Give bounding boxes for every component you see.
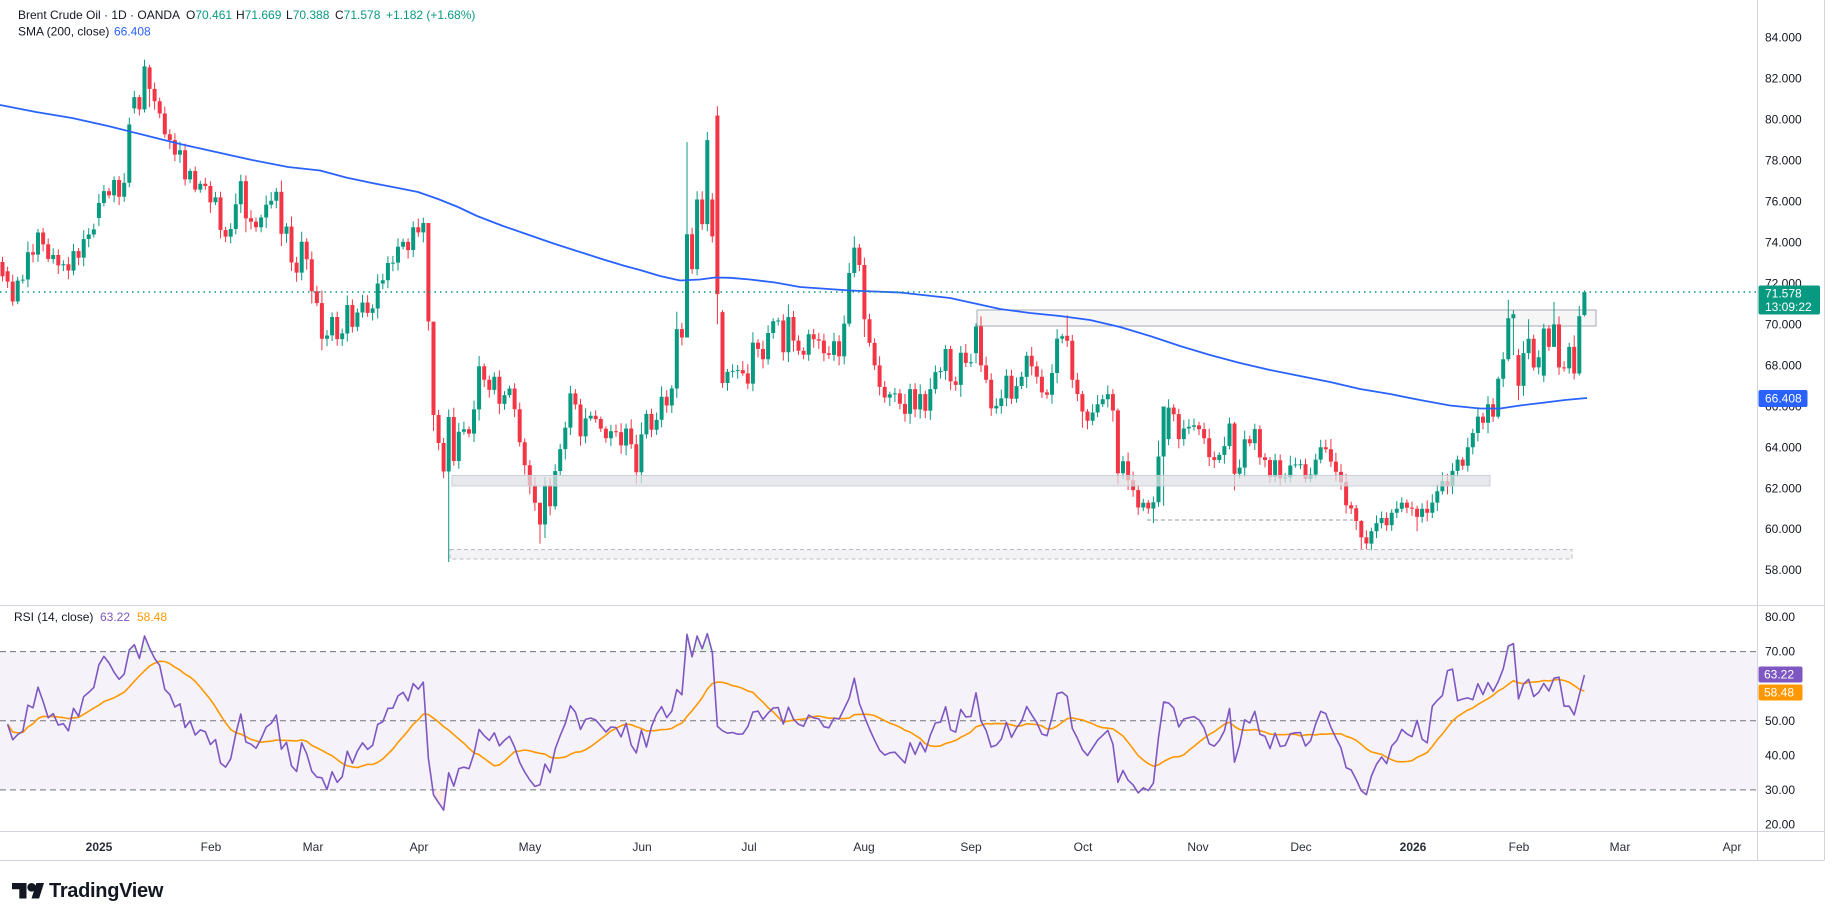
svg-text:58.000: 58.000 xyxy=(1765,563,1802,577)
svg-text:68.000: 68.000 xyxy=(1765,358,1802,372)
svg-text:64.000: 64.000 xyxy=(1765,440,1802,454)
svg-text:82.000: 82.000 xyxy=(1765,72,1802,86)
svg-text:13:09:22: 13:09:22 xyxy=(1765,300,1812,314)
svg-text:May: May xyxy=(519,840,542,854)
svg-text:Aug: Aug xyxy=(853,840,874,854)
svg-text:SMA (200, close)66.408: SMA (200, close) 66.408 xyxy=(18,25,151,39)
svg-text:Jul: Jul xyxy=(741,840,756,854)
svg-text:30.00: 30.00 xyxy=(1765,783,1795,797)
svg-text:50.00: 50.00 xyxy=(1765,714,1795,728)
svg-text:78.000: 78.000 xyxy=(1765,154,1802,168)
svg-text:Dec: Dec xyxy=(1290,840,1311,854)
svg-text:Apr: Apr xyxy=(1723,840,1742,854)
svg-text:Sep: Sep xyxy=(960,840,982,854)
svg-text:2026: 2026 xyxy=(1400,840,1427,854)
svg-text:60.000: 60.000 xyxy=(1765,522,1802,536)
svg-text:80.00: 80.00 xyxy=(1765,610,1795,624)
svg-text:Jun: Jun xyxy=(632,840,651,854)
svg-text:Apr: Apr xyxy=(410,840,429,854)
svg-text:2025: 2025 xyxy=(86,840,113,854)
svg-text:Nov: Nov xyxy=(1187,840,1208,854)
svg-text:84.000: 84.000 xyxy=(1765,31,1802,45)
svg-text:TradingView: TradingView xyxy=(49,880,164,902)
svg-text:58.48: 58.48 xyxy=(1764,686,1794,700)
svg-text:Mar: Mar xyxy=(303,840,324,854)
svg-text:62.000: 62.000 xyxy=(1765,481,1802,495)
svg-text:74.000: 74.000 xyxy=(1765,236,1802,250)
svg-text:70.000: 70.000 xyxy=(1765,317,1802,331)
svg-text:71.578: 71.578 xyxy=(1765,287,1802,301)
svg-text:40.00: 40.00 xyxy=(1765,748,1795,762)
svg-text:70.00: 70.00 xyxy=(1765,645,1795,659)
svg-text:63.22: 63.22 xyxy=(1764,668,1794,682)
svg-text:Feb: Feb xyxy=(1509,840,1530,854)
svg-text:66.408: 66.408 xyxy=(1765,392,1802,406)
svg-text:80.000: 80.000 xyxy=(1765,113,1802,127)
svg-text:Mar: Mar xyxy=(1610,840,1631,854)
svg-text:Feb: Feb xyxy=(201,840,222,854)
svg-text:76.000: 76.000 xyxy=(1765,195,1802,209)
svg-text:Oct: Oct xyxy=(1074,840,1093,854)
svg-text:20.00: 20.00 xyxy=(1765,818,1795,832)
